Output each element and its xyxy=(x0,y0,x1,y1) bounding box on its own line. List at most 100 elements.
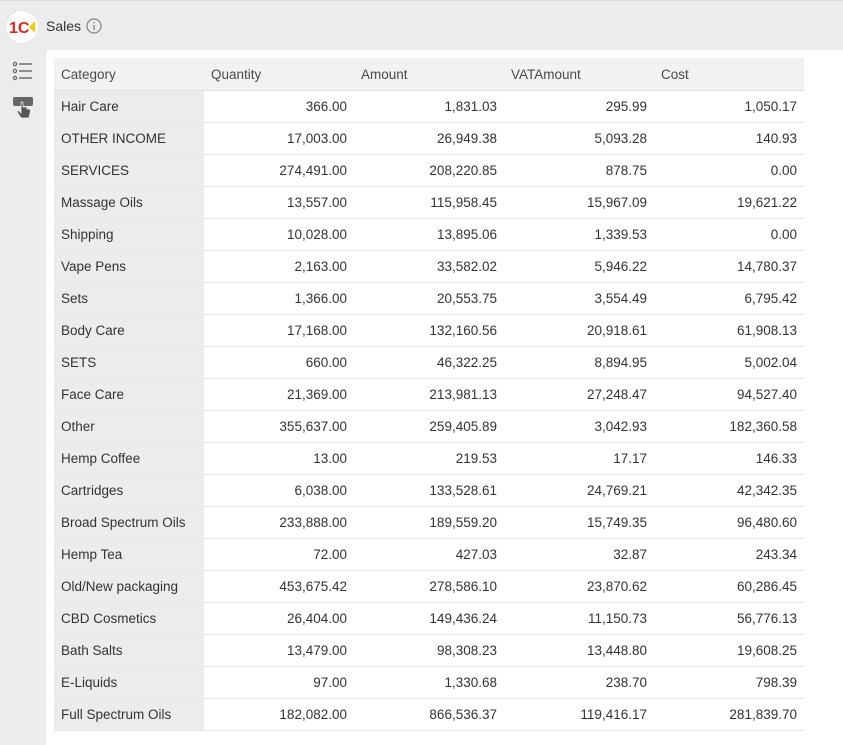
cell-category[interactable]: OTHER INCOME xyxy=(54,123,204,154)
cell-cost[interactable]: 146.33 xyxy=(755,451,797,466)
cell-vatamount[interactable]: 119,416.17 xyxy=(580,707,647,722)
cell-vatamount[interactable]: 27,248.47 xyxy=(586,387,647,402)
cell-vatamount[interactable]: 24,769.21 xyxy=(586,483,647,498)
cell-cost[interactable]: 5,002.04 xyxy=(744,355,797,370)
table-row[interactable]: Full Spectrum Oils 182,082.00 866,536.37 11… xyxy=(54,699,804,731)
table-row[interactable]: Sets 1,366.00 20,553.75 3,554.49 6,795.42 xyxy=(54,283,804,315)
cell-amount[interactable]: 46,322.25 xyxy=(436,355,497,370)
table-row[interactable]: Other 355,637.00 259,405.89 3,042.93 182,360… xyxy=(54,411,804,443)
cell-quantity[interactable]: 72.00 xyxy=(313,547,347,562)
cell-vatamount[interactable]: 15,749.35 xyxy=(586,515,647,530)
cell-quantity[interactable]: 13,557.00 xyxy=(286,195,347,210)
table-row[interactable]: Broad Spectrum Oils 233,888.00 189,559.20 1… xyxy=(54,507,804,539)
table-row[interactable]: Face Care 21,369.00 213,981.13 27,248.47 94,… xyxy=(54,379,804,411)
table-row[interactable]: SETS 660.00 46,322.25 8,894.95 5,002.04 xyxy=(54,347,804,379)
cell-vatamount[interactable]: 3,554.49 xyxy=(594,291,647,306)
cell-quantity[interactable]: 26,404.00 xyxy=(286,611,347,626)
cell-amount[interactable]: 278,586.10 xyxy=(429,579,497,594)
cell-vatamount[interactable]: 11,150.73 xyxy=(587,611,647,626)
cell-quantity[interactable]: 13.00 xyxy=(313,451,347,466)
column-header-amount[interactable]: Amount xyxy=(361,66,408,82)
cell-category[interactable]: SERVICES xyxy=(54,155,204,186)
cell-category[interactable]: Full Spectrum Oils xyxy=(54,699,204,730)
cell-category[interactable]: E-Liquids xyxy=(54,667,204,698)
cell-cost[interactable]: 140.93 xyxy=(755,131,797,146)
cell-cost[interactable]: 42,342.35 xyxy=(736,483,797,498)
table-row[interactable]: Shipping 10,028.00 13,895.06 1,339.53 0.00 xyxy=(54,219,804,251)
cell-quantity[interactable]: 17,003.00 xyxy=(286,131,347,146)
table-row[interactable]: Hemp Coffee 13.00 219.53 17.17 146.33 xyxy=(54,443,804,475)
cell-amount[interactable]: 427.03 xyxy=(455,547,497,562)
cell-cost[interactable]: 1,050.17 xyxy=(744,99,797,114)
cell-quantity[interactable]: 6,038.00 xyxy=(294,483,347,498)
cell-category[interactable]: Massage Oils xyxy=(54,187,204,218)
cell-amount[interactable]: 213,981.13 xyxy=(429,387,497,402)
cell-cost[interactable]: 19,621.22 xyxy=(736,195,797,210)
cell-cost[interactable]: 0.00 xyxy=(770,227,797,242)
cell-quantity[interactable]: 355,637.00 xyxy=(279,419,347,434)
cell-cost[interactable]: 60,286.45 xyxy=(736,579,797,594)
table-row[interactable]: SERVICES 274,491.00 208,220.85 878.75 0.00 xyxy=(54,155,804,187)
table-row[interactable]: Massage Oils 13,557.00 115,958.45 15,967.09… xyxy=(54,187,804,219)
cell-cost[interactable]: 281,839.70 xyxy=(729,707,797,722)
cell-vatamount[interactable]: 32.87 xyxy=(613,547,647,562)
cell-amount[interactable]: 13,895.06 xyxy=(436,227,497,242)
cell-vatamount[interactable]: 295.99 xyxy=(605,99,647,114)
column-header-vatamount[interactable]: VATAmount xyxy=(511,66,581,82)
cell-quantity[interactable]: 13,479.00 xyxy=(286,643,347,658)
cell-vatamount[interactable]: 878.75 xyxy=(605,163,647,178)
cell-cost[interactable]: 14,780.37 xyxy=(736,259,797,274)
cell-category[interactable]: Sets xyxy=(54,283,204,314)
cell-vatamount[interactable]: 5,946.22 xyxy=(594,259,647,274)
cell-vatamount[interactable]: 13,448.80 xyxy=(586,643,647,658)
table-row[interactable]: OTHER INCOME 17,003.00 26,949.38 5,093.28 14… xyxy=(54,123,804,155)
cell-vatamount[interactable]: 17.17 xyxy=(613,451,647,466)
cell-amount[interactable]: 26,949.38 xyxy=(436,131,497,146)
cell-cost[interactable]: 798.39 xyxy=(755,675,797,690)
cell-category[interactable]: Vape Pens xyxy=(54,251,204,282)
cell-vatamount[interactable]: 23,870.62 xyxy=(586,579,647,594)
cell-category[interactable]: Bath Salts xyxy=(54,635,204,666)
cell-quantity[interactable]: 21,369.00 xyxy=(286,387,347,402)
cell-category[interactable]: Hair Care xyxy=(54,91,204,122)
cell-quantity[interactable]: 10,028.00 xyxy=(286,227,347,242)
cell-cost[interactable]: 182,360.58 xyxy=(729,419,797,434)
cell-category[interactable]: Cartridges xyxy=(54,475,204,506)
cell-quantity[interactable]: 1,366.00 xyxy=(294,291,347,306)
cell-amount[interactable]: 20,553.75 xyxy=(436,291,497,306)
table-row[interactable]: Cartridges 6,038.00 133,528.61 24,769.21 42,… xyxy=(54,475,804,507)
column-header-quantity[interactable]: Quantity xyxy=(211,66,262,82)
column-header-cost[interactable]: Cost xyxy=(661,66,689,82)
cell-amount[interactable]: 149,436.24 xyxy=(429,611,497,626)
cell-amount[interactable]: 219.53 xyxy=(455,451,497,466)
cell-amount[interactable]: 1,330.68 xyxy=(444,675,497,690)
pointer-hand-icon[interactable] xyxy=(11,96,35,120)
cell-cost[interactable]: 243.34 xyxy=(755,547,797,562)
cell-cost[interactable]: 0.00 xyxy=(770,163,797,178)
cell-amount[interactable]: 133,528.61 xyxy=(429,483,497,498)
cell-vatamount[interactable]: 5,093.28 xyxy=(594,131,647,146)
cell-amount[interactable]: 115,958.45 xyxy=(430,195,497,210)
table-row[interactable]: Old/New packaging 453,675.42 278,586.10 23,… xyxy=(54,571,804,603)
table-row[interactable]: Hemp Tea 72.00 427.03 32.87 243.34 xyxy=(54,539,804,571)
cell-category[interactable]: SETS xyxy=(54,347,204,378)
cell-cost[interactable]: 61,908.13 xyxy=(736,323,797,338)
cell-amount[interactable]: 259,405.89 xyxy=(429,419,497,434)
cell-quantity[interactable]: 366.00 xyxy=(305,99,347,114)
column-header-category[interactable]: Category xyxy=(61,66,116,82)
cell-cost[interactable]: 96,480.60 xyxy=(736,515,797,530)
cell-vatamount[interactable]: 1,339.53 xyxy=(594,227,647,242)
cell-category[interactable]: Body Care xyxy=(54,315,204,346)
cell-category[interactable]: Hemp Tea xyxy=(54,539,204,570)
cell-quantity[interactable]: 660.00 xyxy=(305,355,347,370)
cell-vatamount[interactable]: 8,894.95 xyxy=(594,355,647,370)
list-settings-icon[interactable] xyxy=(11,59,35,83)
cell-amount[interactable]: 208,220.85 xyxy=(429,163,497,178)
cell-quantity[interactable]: 2,163.00 xyxy=(294,259,347,274)
cell-quantity[interactable]: 274,491.00 xyxy=(279,163,347,178)
cell-quantity[interactable]: 97.00 xyxy=(313,675,347,690)
table-row[interactable]: Vape Pens 2,163.00 33,582.02 5,946.22 14,780… xyxy=(54,251,804,283)
cell-category[interactable]: Shipping xyxy=(54,219,204,250)
cell-category[interactable]: Hemp Coffee xyxy=(54,443,204,474)
table-row[interactable]: E-Liquids 97.00 1,330.68 238.70 798.39 xyxy=(54,667,804,699)
